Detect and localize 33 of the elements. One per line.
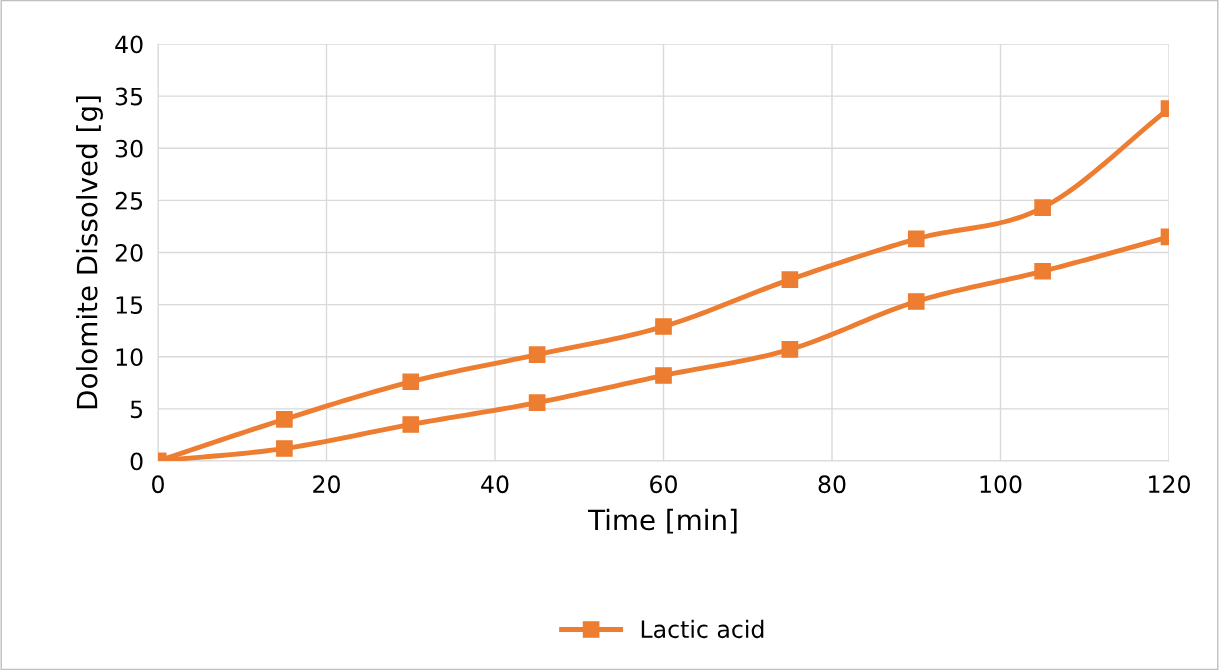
y-tick-label: 0 [130, 452, 143, 471]
point [528, 394, 546, 411]
y-tick-label: 35 [115, 87, 143, 106]
y-tick-label: 10 [116, 348, 143, 367]
y-tick-label: 30 [115, 139, 143, 158]
point [402, 416, 420, 433]
y-tick-label: 40 [115, 35, 143, 54]
y-tick-label: 20 [115, 243, 143, 262]
point [1034, 262, 1051, 280]
x-axis-title: Time [min] [587, 508, 737, 534]
point [276, 410, 293, 428]
y-tick-label: 5 [130, 400, 143, 419]
x-tick-label: 20 [313, 475, 340, 494]
y-tick-label: 25 [115, 191, 143, 210]
point [781, 341, 799, 358]
x-tick-label: 0 [152, 475, 164, 494]
point [907, 230, 925, 248]
x-tick-label: 120 [1149, 475, 1190, 494]
point [655, 318, 672, 335]
point [907, 293, 925, 310]
x-tick-label: 60 [650, 475, 677, 494]
legend-label: Lactic acid [641, 619, 764, 639]
y-axis-title: Dolomite Dissolved [g] [76, 96, 103, 409]
point [655, 367, 672, 384]
x-tick-label: 40 [481, 475, 509, 494]
point [276, 440, 293, 457]
x-tick-label: 80 [818, 475, 846, 494]
y-tick-label: 15 [116, 296, 143, 314]
point [1034, 199, 1051, 217]
point [528, 346, 546, 363]
point [402, 373, 420, 391]
x-tick-label: 100 [980, 475, 1022, 494]
point [781, 271, 799, 288]
